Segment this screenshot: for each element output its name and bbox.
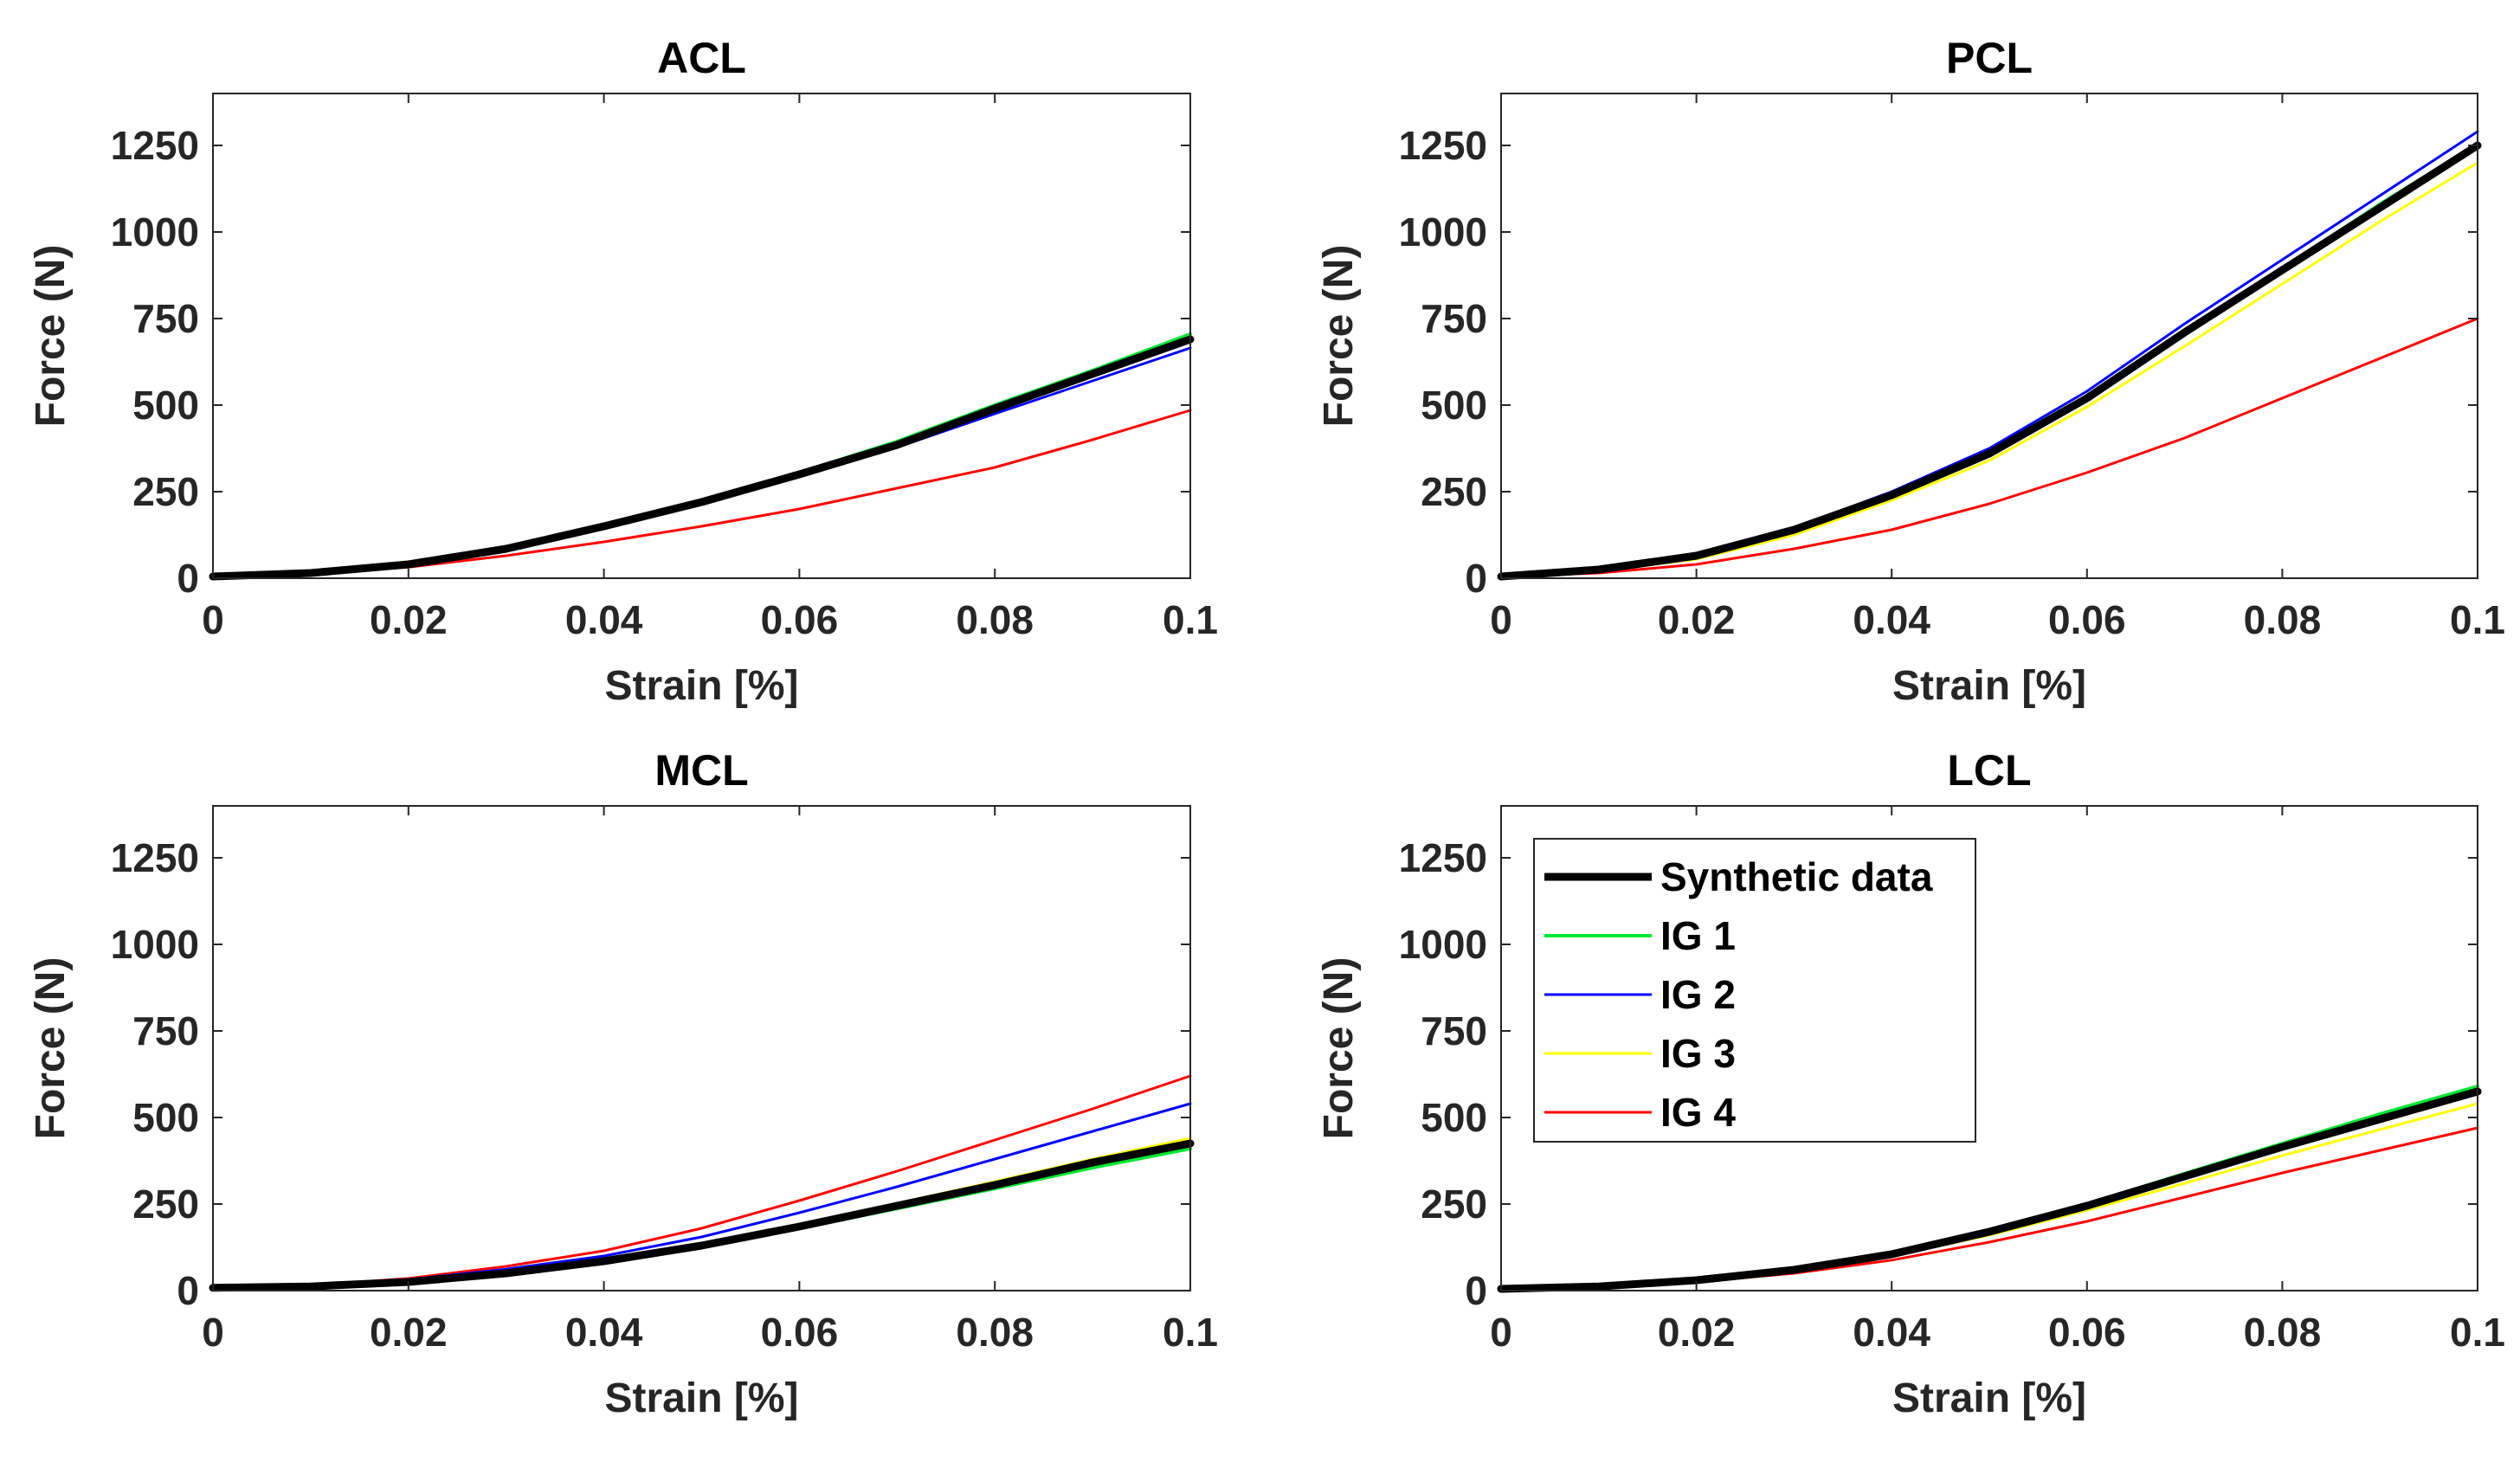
acl-y-tick-label: 1250 [111,123,199,168]
lcl-x-tick-label: 0.02 [1658,1310,1736,1355]
legend: Synthetic data IG 1 IG 2 IG 3 IG 4 [1533,838,1976,1143]
acl-title: ACL [657,34,746,82]
pcl-y-tick-label: 750 [1421,296,1487,341]
mcl-y-tick-label: 750 [132,1008,199,1053]
lcl-x-axis-label: Strain [%] [1892,1375,2086,1421]
acl-axes-box [212,93,1191,579]
chart-acl: 0 0.02 0.04 0.06 0.08 0.1 0 250 500 750 1000 1250 AC… [28,34,1218,709]
mcl-y-tick-label: 1250 [111,835,199,880]
legend-box [1533,838,1976,1143]
mcl-x-tick-label: 0.02 [370,1310,448,1355]
lcl-x-tick-label: 0 [1490,1310,1512,1355]
mcl-y-tick-label: 0 [177,1268,199,1313]
mcl-series-group [209,1074,1195,1292]
legend-label-ig-4: IG 4 [1660,1090,1736,1135]
lcl-y-tick-label: 0 [1465,1268,1487,1313]
lcl-series-group [1497,1085,2482,1293]
mcl-x-axis-label: Strain [%] [604,1375,798,1421]
pcl-series-synthetic-data [1497,141,2482,581]
mcl-x-tick-label: 0.1 [1163,1310,1218,1355]
lcl-x-tick-label: 0.04 [1853,1310,1930,1355]
pcl-x-tick-label: 0.02 [1658,597,1736,642]
pcl-x-tick-label: 0.06 [2048,597,2126,642]
pcl-title: PCL [1946,34,2033,82]
acl-plot-area [213,93,1190,578]
mcl-y-tick-label: 1000 [111,922,199,967]
lcl-x-tick-label: 0.1 [2450,1310,2505,1355]
legend-label-ig-2: IG 2 [1660,972,1736,1017]
lcl-y-axis-label: Force (N) [1316,957,1362,1140]
pcl-x-axis-label: Strain [%] [1892,663,2086,709]
lcl-y-tick-label: 250 [1421,1182,1487,1227]
pcl-y-tick-label: 1000 [1399,209,1487,254]
pcl-y-axis-label: Force (N) [1316,245,1362,428]
pcl-x-tick-label: 0.04 [1853,597,1930,642]
acl-x-axis-label: Strain [%] [604,663,798,709]
lcl-x-tick-label: 0.08 [2244,1310,2322,1355]
acl-y-tick-label: 250 [132,469,199,514]
chart-mcl: 0 0.02 0.04 0.06 0.08 0.1 0 250 500 750 1000 1250 MC… [28,746,1218,1421]
lcl-y-tick-label: 1000 [1399,922,1487,967]
lcl-y-tick-label: 500 [1421,1095,1487,1140]
mcl-y-tick-label: 500 [132,1095,199,1140]
mcl-title: MCL [654,746,748,795]
acl-y-tick-label: 0 [177,556,199,601]
pcl-series-ig-4 [1499,317,2479,578]
mcl-x-tick-label: 0.04 [565,1310,643,1355]
acl-series-synthetic-data [209,335,1195,581]
acl-x-tick-label: 0 [202,597,224,642]
acl-y-tick-label: 1000 [111,209,199,254]
pcl-y-tick-label: 1250 [1399,123,1487,168]
acl-x-tick-label: 0.04 [565,597,643,642]
pcl-y-tick-label: 0 [1465,556,1487,601]
mcl-x-tick-label: 0.06 [761,1310,839,1355]
lcl-title: LCL [1947,746,2031,795]
chart-pcl: 0 0.02 0.04 0.06 0.08 0.1 0 250 500 750 1000 1250 PC… [1316,34,2505,709]
pcl-x-tick-label: 0.1 [2450,597,2505,642]
pcl-y-tick-label: 250 [1421,469,1487,514]
mcl-series-synthetic-data [209,1139,1195,1292]
legend-label-ig-3: IG 3 [1660,1031,1736,1076]
acl-x-tick-label: 0.1 [1163,597,1218,642]
pcl-x-tick-label: 0.08 [2244,597,2322,642]
acl-series-group [209,332,1195,581]
pcl-plot-area [1501,93,2478,578]
mcl-x-tick-label: 0.08 [956,1310,1034,1355]
acl-y-axis-label: Force (N) [28,245,74,428]
lcl-y-tick-label: 750 [1421,1008,1487,1053]
acl-x-tick-label: 0.02 [370,597,448,642]
acl-x-tick-label: 0.06 [761,597,839,642]
pcl-series-group [1497,130,2482,581]
acl-y-tick-label: 500 [132,383,199,428]
mcl-y-tick-label: 250 [132,1182,199,1227]
legend-label-synthetic-data: Synthetic data [1660,854,1933,899]
mcl-y-axis-label: Force (N) [28,957,74,1140]
lcl-series-synthetic-data [1497,1087,2482,1293]
legend-label-ig-1: IG 1 [1660,913,1736,958]
lcl-y-tick-label: 1250 [1399,835,1487,880]
mcl-axes-box [212,805,1191,1291]
acl-x-tick-label: 0.08 [956,597,1034,642]
acl-y-tick-label: 750 [132,296,199,341]
pcl-y-tick-label: 500 [1421,383,1487,428]
lcl-axes-box [1500,805,2478,1291]
chart-lcl: 0 0.02 0.04 0.06 0.08 0.1 0 250 500 750 1000 1250 LC… [1316,746,2505,1421]
pcl-axes-box [1500,93,2478,579]
pcl-x-tick-label: 0 [1490,597,1512,642]
mcl-plot-area [213,806,1190,1291]
lcl-x-tick-label: 0.06 [2048,1310,2126,1355]
mcl-x-tick-label: 0 [202,1310,224,1355]
